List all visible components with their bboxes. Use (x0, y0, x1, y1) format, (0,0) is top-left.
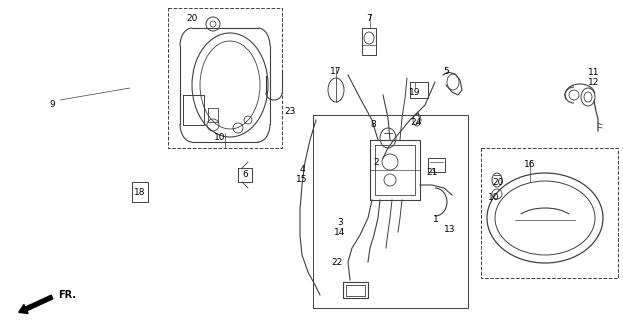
Text: 19: 19 (409, 88, 421, 97)
Text: 12: 12 (588, 78, 600, 87)
Text: 20: 20 (492, 178, 503, 187)
Text: 6: 6 (242, 170, 248, 179)
Text: 17: 17 (330, 67, 342, 76)
Text: 21: 21 (426, 168, 438, 177)
Text: 2: 2 (373, 158, 379, 167)
Text: 3: 3 (337, 218, 343, 227)
Text: 11: 11 (588, 68, 600, 77)
Text: 1: 1 (433, 215, 439, 224)
Text: 22: 22 (331, 258, 343, 267)
Text: 23: 23 (284, 107, 296, 116)
FancyArrow shape (19, 295, 53, 314)
Text: 14: 14 (335, 228, 346, 237)
Text: FR.: FR. (58, 290, 76, 300)
Text: 7: 7 (366, 14, 372, 23)
Text: 24: 24 (411, 118, 422, 127)
Text: 16: 16 (524, 160, 536, 169)
Text: 15: 15 (297, 175, 308, 184)
Text: 10: 10 (214, 133, 226, 142)
Text: 13: 13 (444, 225, 456, 234)
Text: 18: 18 (134, 188, 146, 197)
Text: 20: 20 (186, 14, 197, 23)
Text: 5: 5 (443, 67, 449, 76)
Text: 10: 10 (488, 193, 500, 202)
Text: 8: 8 (370, 120, 376, 129)
Text: 9: 9 (49, 100, 55, 109)
Text: 4: 4 (299, 165, 305, 174)
